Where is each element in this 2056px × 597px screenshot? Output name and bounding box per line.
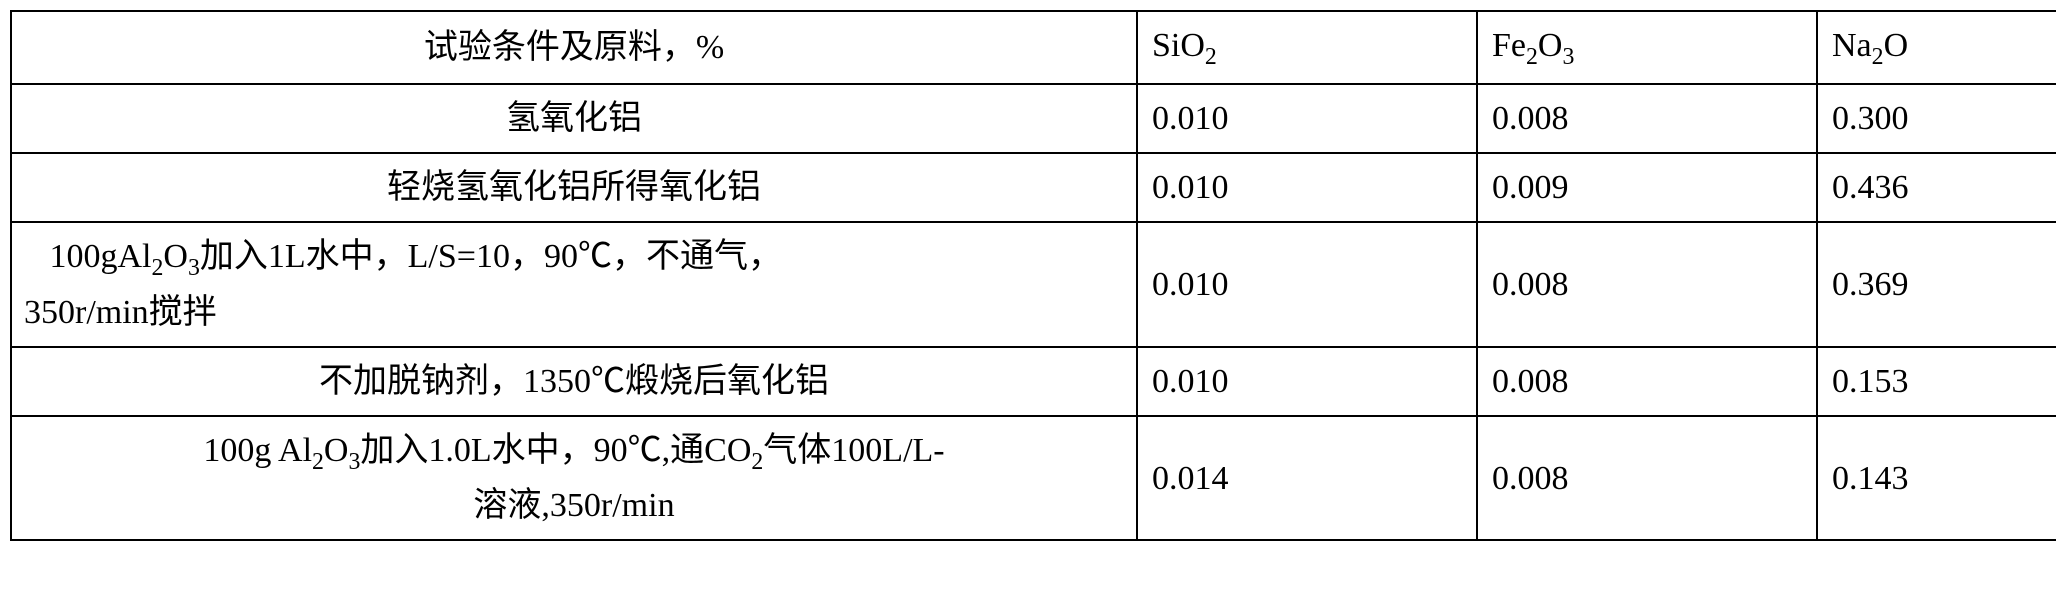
table-row: 100gAl2O3加入1L水中，L/S=10，90℃，不通气，350r/min搅…	[11, 222, 2056, 346]
cell-na2o: 0.300	[1817, 84, 2056, 153]
cell-sio2: 0.010	[1137, 153, 1477, 222]
cell-na2o: 0.436	[1817, 153, 2056, 222]
cell-fe2o3: 0.008	[1477, 84, 1817, 153]
col-header-sio2: SiO2	[1137, 11, 1477, 84]
cell-condition: 100g Al2O3加入1.0L水中，90℃,通CO2气体100L/L-溶液,3…	[11, 416, 1137, 540]
cell-condition: 不加脱钠剂，1350℃煅烧后氧化铝	[11, 347, 1137, 416]
table-row: 不加脱钠剂，1350℃煅烧后氧化铝 0.010 0.008 0.153	[11, 347, 2056, 416]
cell-fe2o3: 0.008	[1477, 416, 1817, 540]
cell-sio2: 0.010	[1137, 347, 1477, 416]
table-header-row: 试验条件及原料，% SiO2 Fe2O3 Na2O	[11, 11, 2056, 84]
cell-sio2: 0.014	[1137, 416, 1477, 540]
col-header-condition: 试验条件及原料，%	[11, 11, 1137, 84]
cell-na2o: 0.369	[1817, 222, 2056, 346]
cell-fe2o3: 0.008	[1477, 347, 1817, 416]
data-table: 试验条件及原料，% SiO2 Fe2O3 Na2O 氢氧化铝 0.010 0.0…	[10, 10, 2056, 541]
cell-condition: 100gAl2O3加入1L水中，L/S=10，90℃，不通气，350r/min搅…	[11, 222, 1137, 346]
cell-na2o: 0.153	[1817, 347, 2056, 416]
col-header-fe2o3: Fe2O3	[1477, 11, 1817, 84]
cell-sio2: 0.010	[1137, 84, 1477, 153]
table-row: 100g Al2O3加入1.0L水中，90℃,通CO2气体100L/L-溶液,3…	[11, 416, 2056, 540]
cell-na2o: 0.143	[1817, 416, 2056, 540]
col-header-na2o: Na2O	[1817, 11, 2056, 84]
cell-condition: 氢氧化铝	[11, 84, 1137, 153]
cell-condition: 轻烧氢氧化铝所得氧化铝	[11, 153, 1137, 222]
cell-sio2: 0.010	[1137, 222, 1477, 346]
table-row: 氢氧化铝 0.010 0.008 0.300	[11, 84, 2056, 153]
table-row: 轻烧氢氧化铝所得氧化铝 0.010 0.009 0.436	[11, 153, 2056, 222]
cell-fe2o3: 0.009	[1477, 153, 1817, 222]
cell-fe2o3: 0.008	[1477, 222, 1817, 346]
